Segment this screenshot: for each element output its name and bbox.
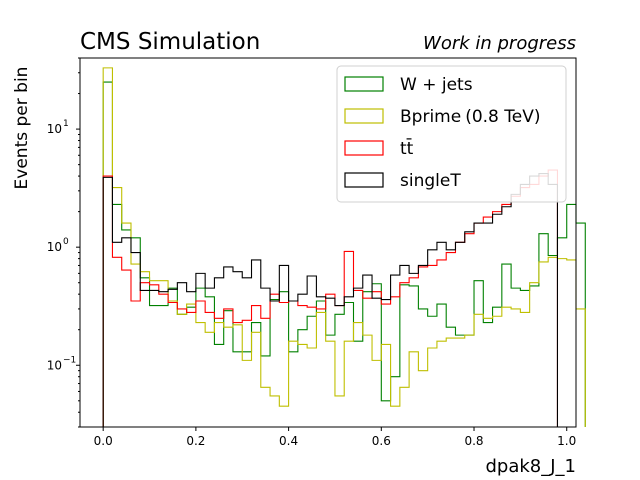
legend-entry: W + jets xyxy=(344,75,473,95)
series-line xyxy=(102,173,567,428)
series-singlet xyxy=(102,173,567,428)
chart-title-right: Work in progress xyxy=(423,33,576,54)
legend-entry: Bprime (0.8 TeV) xyxy=(344,107,540,127)
y-tick-label: 10 xyxy=(47,358,62,372)
chart-title-left: CMS Simulation xyxy=(80,29,260,55)
plot-frame xyxy=(79,57,577,428)
y-tick-label: 10 xyxy=(47,122,62,136)
legend-entry: singleT xyxy=(344,171,461,191)
legend-swatch xyxy=(344,76,384,92)
legend-label: W + jets xyxy=(400,75,473,95)
x-tick-label: 0.2 xyxy=(186,434,205,448)
legend-box xyxy=(336,65,567,203)
legend: W + jets Bprime (0.8 TeV) tt̄ singleT xyxy=(336,65,567,203)
series-tt xyxy=(102,169,567,428)
legend-label: Bprime (0.8 TeV) xyxy=(400,107,540,127)
y-tick-exponent: −1 xyxy=(63,355,76,365)
series-line xyxy=(102,169,567,428)
legend-label: tt̄ xyxy=(400,137,414,159)
y-tick-exponent: 1 xyxy=(63,119,69,129)
x-tick-label: 0.0 xyxy=(94,434,113,448)
y-tick-label: 10 xyxy=(47,240,62,254)
x-tick-label: 0.6 xyxy=(372,434,391,448)
x-tick-label: 1.0 xyxy=(557,434,576,448)
x-ticks: 0.0 0.2 0.4 0.6 0.8 1.0 xyxy=(94,427,576,448)
legend-swatch xyxy=(344,140,384,156)
legend-swatch xyxy=(344,108,384,124)
legend-entry: tt̄ xyxy=(344,137,414,159)
x-tick-label: 0.4 xyxy=(279,434,298,448)
x-axis-label: dpak8_J_1 xyxy=(485,456,576,477)
y-tick-exponent: 0 xyxy=(63,237,69,247)
x-tick-label: 0.8 xyxy=(464,434,483,448)
series-layer xyxy=(102,67,586,428)
legend-swatch xyxy=(344,172,384,188)
legend-label: singleT xyxy=(400,171,461,191)
y-axis-label: Events per bin xyxy=(12,67,32,190)
